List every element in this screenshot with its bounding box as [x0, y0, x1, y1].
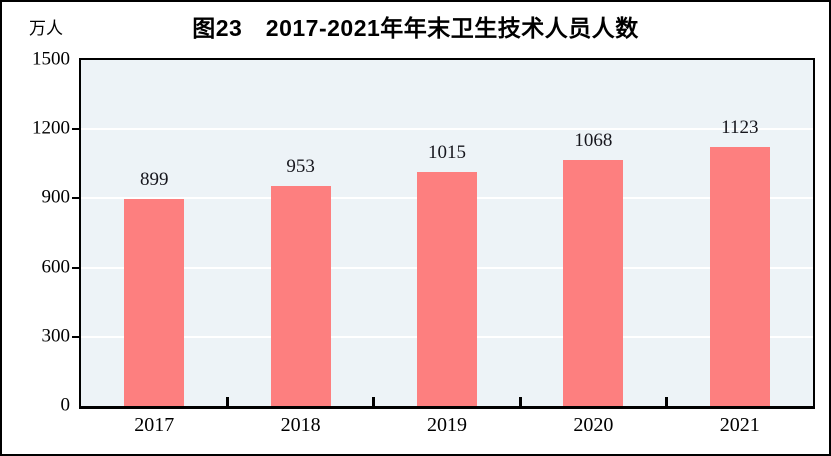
y-tick-label: 1200 — [32, 117, 70, 139]
y-tick-label: 300 — [41, 325, 71, 347]
x-tick-label: 2021 — [719, 414, 760, 436]
bar-value-label: 899 — [139, 168, 169, 190]
bar-value-label: 1123 — [721, 116, 759, 138]
y-tick-mark — [72, 266, 79, 269]
gridline — [81, 128, 813, 131]
chart-title: 图23 2017-2021年年末卫生技术人员人数 — [192, 15, 639, 41]
y-axis-unit-label: 万人 — [29, 19, 63, 38]
x-tick-mark — [372, 397, 376, 406]
x-tick-label: 2019 — [427, 414, 467, 436]
plot-area: 899 953 1015 1068 1123 — [79, 58, 815, 409]
y-tick-mark — [72, 197, 79, 200]
bar — [709, 146, 770, 406]
bar — [417, 171, 477, 406]
x-tick-label: 2017 — [134, 414, 175, 436]
bar-value-label: 1068 — [574, 129, 613, 151]
bar — [124, 198, 185, 406]
y-tick-mark — [72, 128, 79, 131]
y-tick-label: 600 — [41, 256, 71, 278]
x-tick-label: 2018 — [280, 414, 321, 436]
y-tick-label: 1500 — [32, 48, 70, 70]
bar — [270, 186, 331, 406]
bar-value-label: 1015 — [428, 141, 466, 163]
bar — [563, 159, 624, 406]
x-tick-mark — [518, 397, 522, 406]
y-tick-label: 900 — [41, 186, 71, 208]
bar-value-label: 953 — [286, 156, 315, 178]
x-tick-mark — [665, 397, 669, 406]
x-tick-label: 2020 — [573, 414, 614, 436]
x-tick-mark — [225, 397, 229, 406]
y-tick-label: 0 — [60, 394, 71, 416]
y-tick-mark — [72, 335, 79, 338]
